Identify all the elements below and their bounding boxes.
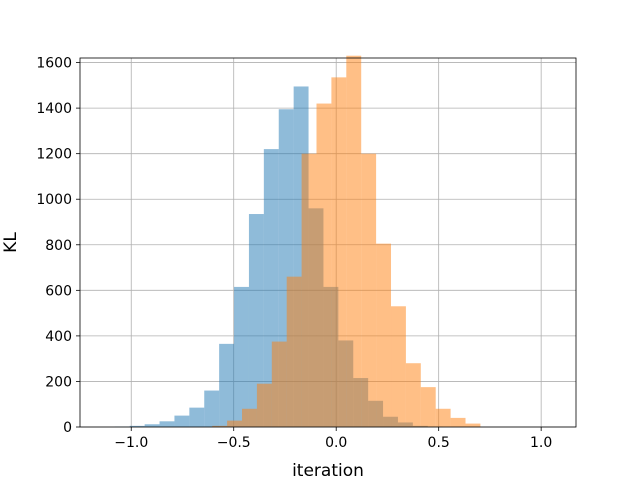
histogram-bar-series-1	[160, 421, 175, 427]
x-tick-label: 0.0	[325, 435, 347, 451]
y-tick-label: 200	[45, 374, 72, 390]
histogram-bar-series-2	[242, 409, 257, 427]
x-axis-label: iteration	[292, 461, 364, 480]
y-tick-label: 1000	[36, 192, 72, 208]
y-tick-label: 600	[45, 283, 72, 299]
histogram-bar-series-2	[346, 56, 361, 427]
x-tick-label: −1.0	[114, 435, 148, 451]
histogram-bar-series-2	[391, 306, 406, 427]
x-axis-ticks: −1.0 −0.5 0.0 0.5 1.0	[114, 427, 552, 451]
y-tick-label: 1600	[36, 56, 72, 72]
histogram-bar-series-2	[436, 409, 451, 427]
y-tick-label: 0	[63, 420, 72, 436]
histogram-bar-series-2	[302, 154, 317, 427]
histogram-bar-series-2	[466, 424, 481, 427]
histogram-bar-series-1	[234, 287, 249, 427]
histogram-bar-series-2	[421, 387, 436, 427]
histogram-bar-series-2	[227, 421, 242, 427]
y-tick-label: 1200	[36, 147, 72, 163]
histogram-bar-series-2	[257, 384, 272, 427]
histogram-bar-series-2	[331, 77, 346, 427]
y-tick-label: 400	[45, 329, 72, 345]
y-tick-label: 1400	[36, 101, 72, 117]
x-tick-label: −0.5	[217, 435, 251, 451]
histogram-bar-series-2	[361, 154, 376, 427]
histogram-bar-series-1	[204, 391, 219, 427]
histogram-bar-series-1	[174, 416, 189, 427]
y-tick-label: 800	[45, 238, 72, 254]
histogram-bar-series-1	[219, 344, 234, 427]
histogram-bar-series-2	[287, 277, 302, 427]
x-tick-label: 1.0	[530, 435, 552, 451]
histogram-bars	[115, 56, 481, 427]
y-axis-ticks: 0 200 400 600 800 1000 1200 1400 1600	[36, 56, 80, 436]
histogram-bar-series-2	[317, 104, 332, 427]
histogram-bar-series-2	[451, 418, 466, 427]
y-axis-label: KL	[1, 232, 21, 253]
histogram-bar-series-2	[376, 244, 391, 427]
histogram-bar-series-1	[145, 424, 160, 427]
histogram-bar-series-2	[406, 363, 421, 427]
x-tick-label: 0.5	[428, 435, 450, 451]
histogram-bar-series-1	[189, 408, 204, 427]
histogram-bar-series-2	[272, 342, 287, 427]
